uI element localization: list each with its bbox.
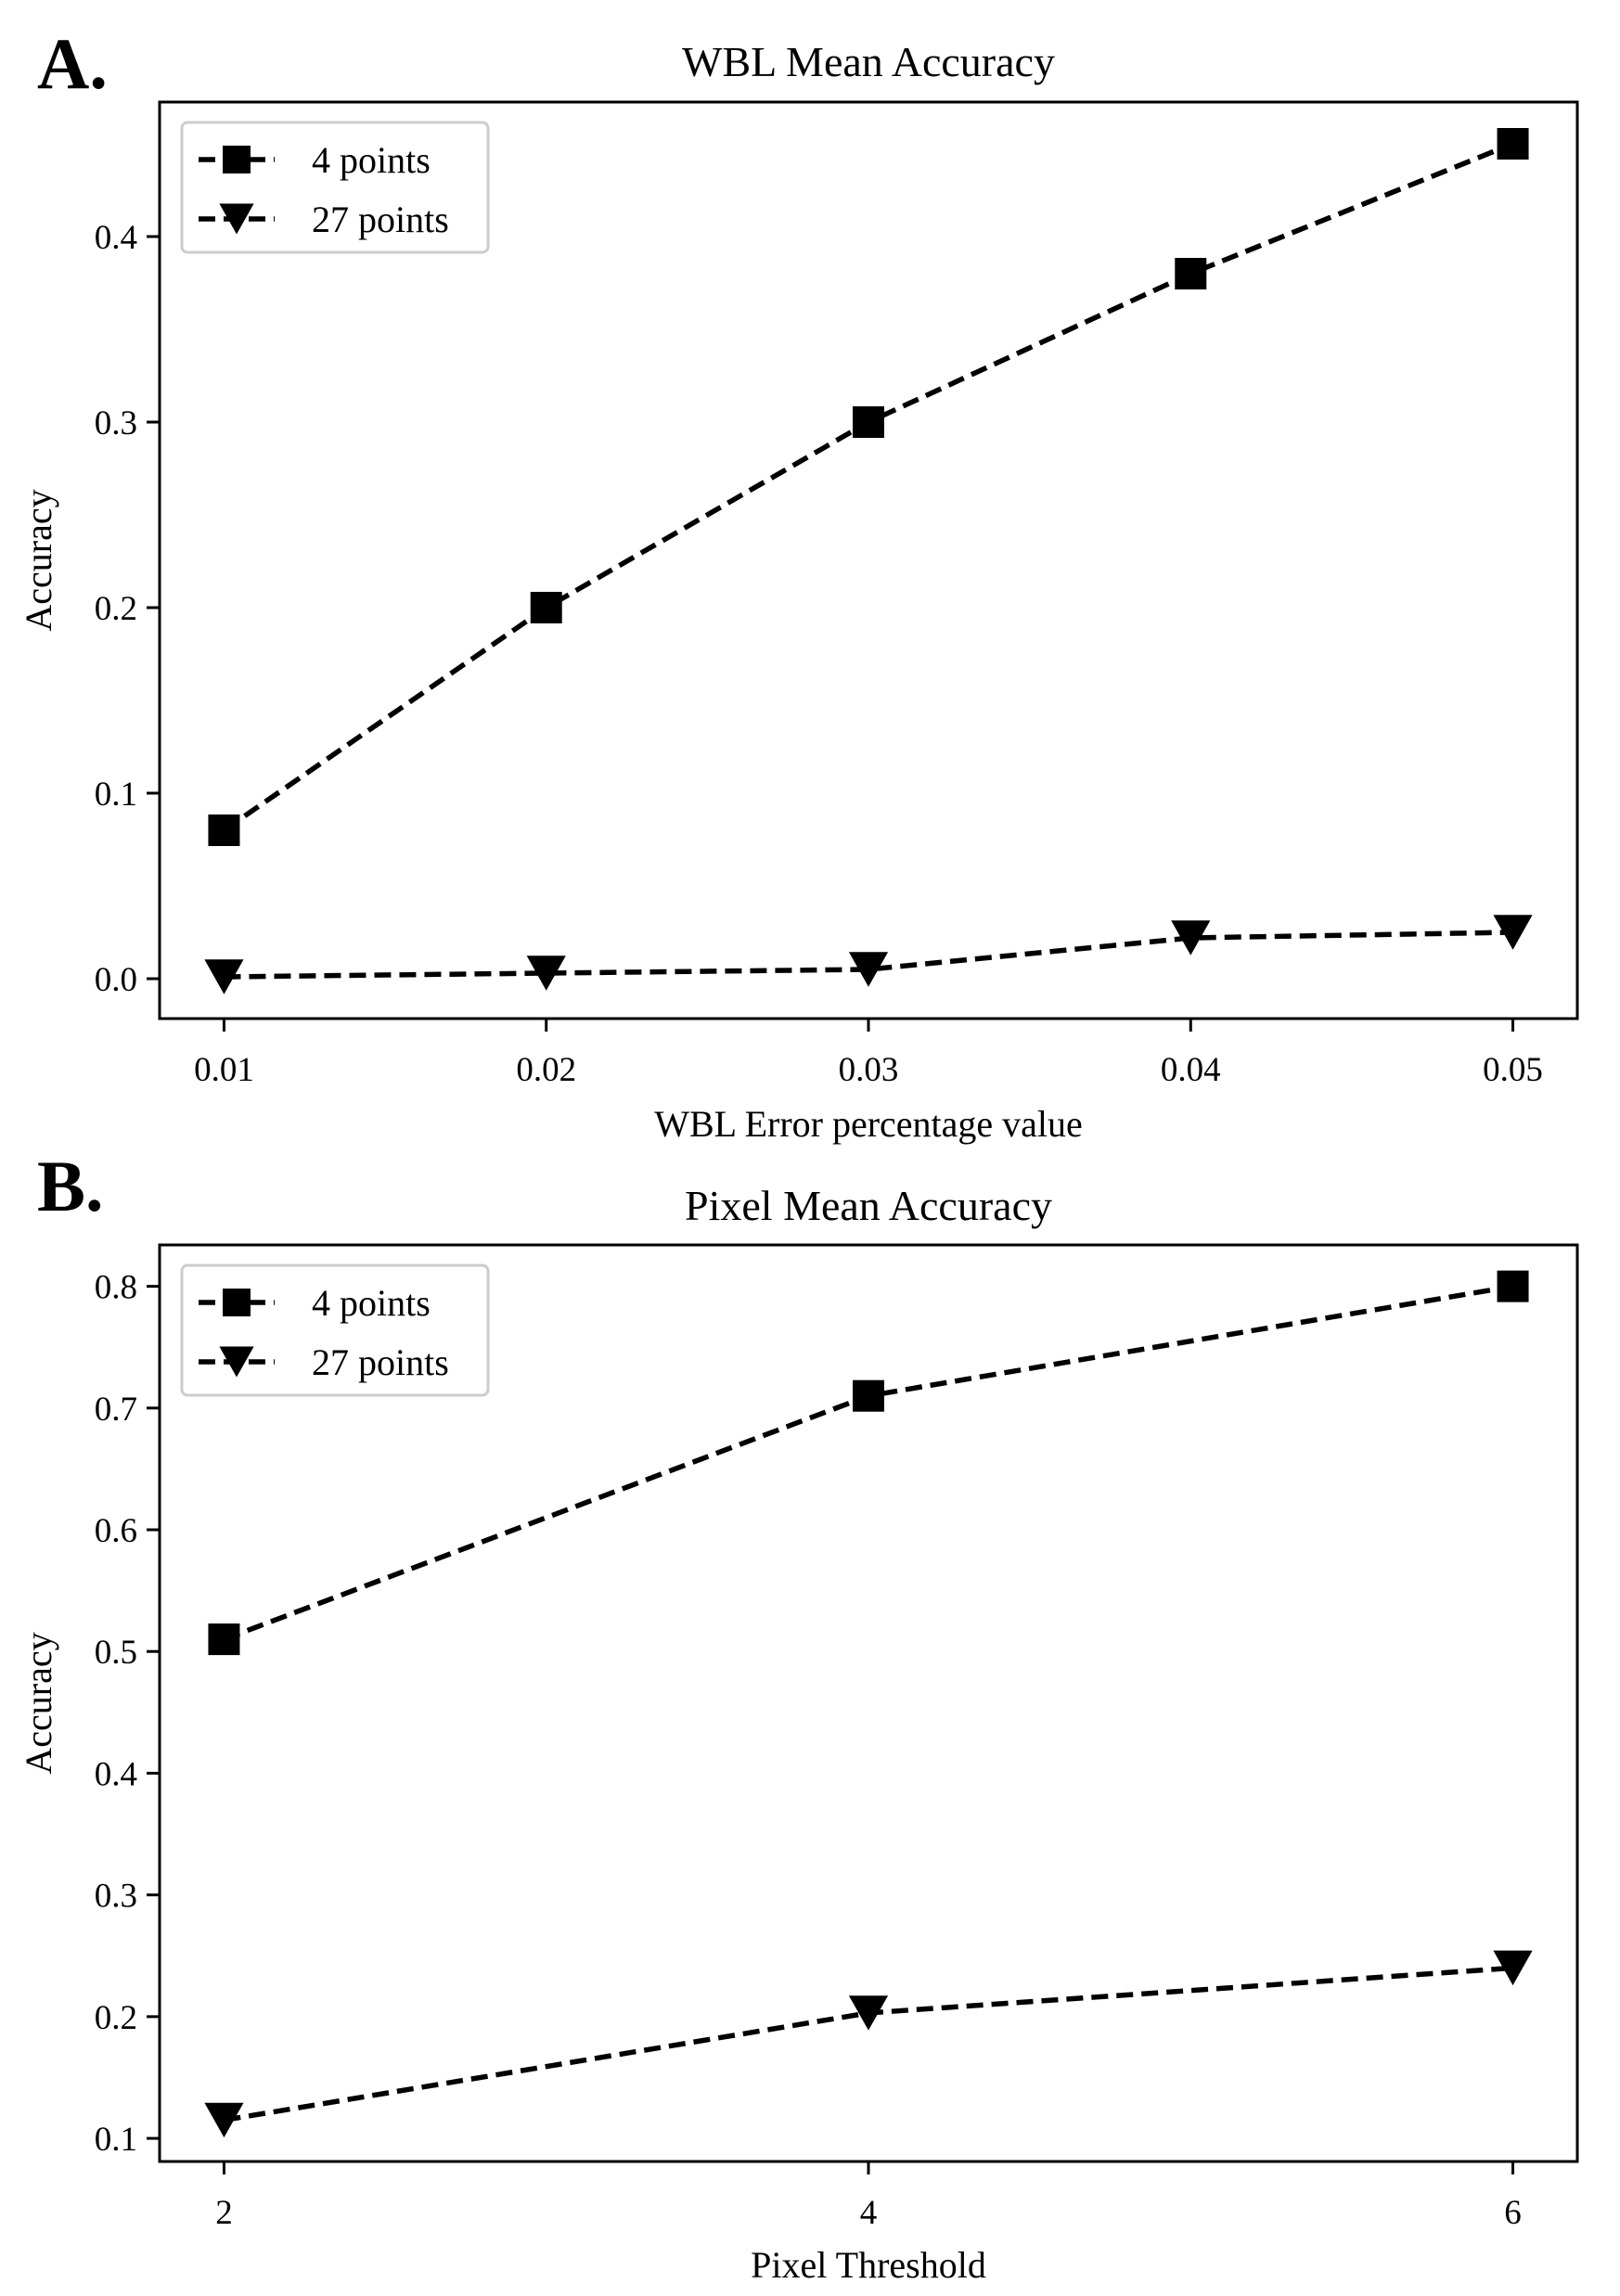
y-axis-label: Accuracy: [18, 1632, 59, 1774]
series-line: [224, 930, 1513, 980]
data-point: [208, 815, 240, 846]
series-twenty-seven-points: [204, 915, 1533, 994]
y-tick-label: 0.0: [95, 961, 137, 999]
x-tick-label: 2: [215, 2194, 233, 2232]
x-tick-label: 0.01: [194, 1051, 254, 1089]
data-point: [204, 959, 244, 994]
series-four-points: [208, 1270, 1529, 1656]
legend-label: 27 points: [312, 199, 449, 240]
y-tick-label: 0.2: [95, 590, 137, 628]
y-tick-label: 0.7: [95, 1391, 137, 1429]
data-point: [848, 1995, 889, 2031]
legend-marker: [219, 1346, 254, 1378]
y-tick-label: 0.3: [95, 1878, 137, 1916]
x-tick-label: 0.03: [839, 1051, 899, 1089]
y-tick-label: 0.1: [95, 2121, 137, 2159]
legend-label: 4 points: [312, 139, 431, 181]
legend-marker: [219, 203, 254, 235]
y-tick-label: 0.2: [95, 1999, 137, 2037]
data-point: [1175, 258, 1207, 289]
series-line: [224, 1965, 1513, 2123]
x-tick-label: 4: [860, 2194, 878, 2232]
x-tick-label: 6: [1504, 2194, 1522, 2232]
y-tick-label: 0.3: [95, 404, 137, 443]
legend-label: 4 points: [312, 1282, 431, 1324]
y-tick-label: 0.6: [95, 1512, 137, 1550]
data-point: [853, 406, 884, 438]
legend-label: 27 points: [312, 1341, 449, 1383]
panel-label: B.: [37, 1146, 104, 1226]
chart-panel-a: A. WBL Mean Accuracy 0.01 0.02 0.03 0.04 0.05 0…: [18, 23, 1579, 1145]
data-point: [1493, 915, 1533, 950]
data-point: [853, 1379, 884, 1412]
legend-marker: [223, 146, 251, 173]
panel-label: A.: [37, 23, 108, 104]
data-point: [1171, 920, 1211, 956]
data-point: [1493, 1950, 1533, 1986]
y-tick-label: 0.8: [95, 1269, 137, 1307]
x-tick-label: 0.05: [1483, 1051, 1543, 1089]
y-tick-label: 0.5: [95, 1634, 137, 1672]
data-point: [526, 956, 566, 991]
chart-panel-b: B. Pixel Mean Accuracy 2 4 6 0.1 0.2 0.3 0.4 0.5 0…: [18, 1146, 1579, 2286]
data-point: [208, 1623, 240, 1656]
data-point: [204, 2102, 244, 2138]
x-axis-label: Pixel Threshold: [751, 2244, 986, 2286]
data-point: [1497, 1270, 1529, 1302]
x-tick-label: 0.02: [516, 1051, 576, 1089]
chart-title: Pixel Mean Accuracy: [685, 1182, 1052, 1229]
chart-title: WBL Mean Accuracy: [682, 38, 1055, 85]
legend-marker: [223, 1289, 251, 1316]
x-axis-label: WBL Error percentage value: [654, 1103, 1083, 1145]
data-point: [1497, 128, 1529, 160]
legend: 4 points 27 points: [180, 1263, 490, 1397]
x-tick-label: 0.04: [1161, 1051, 1221, 1089]
y-tick-label: 0.1: [95, 776, 137, 814]
data-point: [848, 952, 889, 987]
y-tick-label: 0.4: [95, 219, 137, 257]
legend: 4 points 27 points: [180, 121, 490, 254]
y-axis-label: Accuracy: [18, 489, 59, 631]
series-four-points: [208, 128, 1529, 846]
series-twenty-seven-points: [204, 1950, 1533, 2138]
data-point: [530, 592, 562, 623]
y-tick-label: 0.4: [95, 1755, 137, 1793]
